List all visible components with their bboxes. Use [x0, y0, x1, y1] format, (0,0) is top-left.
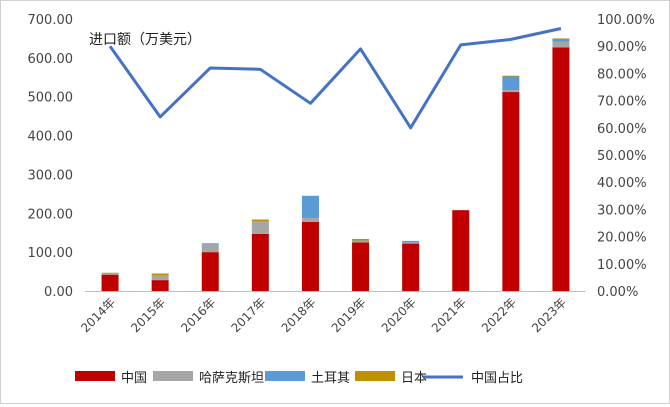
- y2-tick-label: 40.00%: [597, 176, 647, 191]
- bar-segment: [252, 220, 269, 222]
- bar-segment: [352, 242, 369, 291]
- bar-segment: [302, 222, 319, 291]
- y-tick-label: 100.00: [28, 246, 74, 261]
- y-axis-right: 0.00% 10.00% 20.00% 30.00% 40.00% 50.00% 60.00…: [597, 13, 655, 300]
- bar-segment: [552, 38, 569, 40]
- x-tick-label: 2016年: [178, 295, 218, 335]
- legend-swatch: [75, 371, 115, 381]
- bar-segment: [352, 241, 369, 243]
- bar-segment: [552, 40, 569, 42]
- legend: 中国哈萨克斯坦土耳其日本中国占比: [75, 371, 523, 386]
- bar-segment: [302, 218, 319, 222]
- y-axis-left: 0.00 100.00 200.00 300.00 400.00 500.00 600.00…: [28, 13, 74, 300]
- bar-segment: [502, 76, 519, 77]
- chart-annotation: 进口额（万美元）: [89, 32, 201, 48]
- x-tick-label: 2020年: [379, 295, 419, 335]
- x-tick-label: 2023年: [529, 295, 569, 335]
- y-tick-label: 500.00: [28, 91, 74, 106]
- bar-segment: [152, 274, 169, 276]
- y2-tick-label: 70.00%: [597, 95, 647, 110]
- x-tick-label: 2021年: [429, 295, 469, 335]
- bar-segment: [502, 92, 519, 291]
- x-tick-label: 2014年: [78, 295, 118, 335]
- bar-segment: [502, 90, 519, 92]
- bar-segment: [402, 241, 419, 243]
- y2-tick-label: 0.00%: [597, 285, 638, 300]
- bar-segment: [252, 221, 269, 233]
- x-tick-label: 2018年: [279, 295, 319, 335]
- bar-segment: [202, 244, 219, 252]
- y2-tick-label: 90.00%: [597, 40, 647, 55]
- y-tick-label: 200.00: [28, 207, 74, 222]
- y2-tick-label: 80.00%: [597, 67, 647, 82]
- y2-tick-label: 20.00%: [597, 231, 647, 246]
- bar-segment: [402, 244, 419, 291]
- bar-segment: [252, 234, 269, 291]
- legend-label: 中国占比: [471, 371, 523, 386]
- bar-segment: [102, 275, 119, 291]
- legend-label: 哈萨克斯坦: [199, 371, 264, 386]
- y2-tick-label: 60.00%: [597, 122, 647, 137]
- bar-segment: [402, 242, 419, 243]
- x-tick-label: 2019年: [329, 295, 369, 335]
- y-tick-label: 600.00: [28, 52, 74, 67]
- y-tick-label: 700.00: [28, 13, 74, 28]
- x-tick-label: 2022年: [479, 295, 519, 335]
- y2-tick-label: 50.00%: [597, 149, 647, 164]
- legend-swatch: [265, 371, 305, 381]
- bar-segment: [452, 210, 469, 291]
- bar-segment: [552, 42, 569, 48]
- bar-segment: [152, 280, 169, 291]
- x-tick-label: 2015年: [128, 295, 168, 335]
- bar-segment: [302, 196, 319, 218]
- bar-segment: [152, 275, 169, 280]
- legend-swatch: [153, 371, 193, 381]
- x-tick-label: 2017年: [228, 295, 268, 335]
- bar-segment: [202, 252, 219, 291]
- y-tick-label: 0.00: [44, 285, 73, 300]
- y2-tick-label: 30.00%: [597, 203, 647, 218]
- bar-segment: [502, 77, 519, 91]
- legend-swatch: [355, 371, 395, 381]
- bar-segment: [552, 47, 569, 291]
- y-tick-label: 400.00: [28, 130, 74, 145]
- bar-segment: [102, 274, 119, 275]
- legend-label: 土耳其: [311, 371, 350, 386]
- legend-label: 中国: [121, 371, 147, 386]
- bar-segment: [202, 244, 219, 245]
- y2-tick-label: 10.00%: [597, 258, 647, 273]
- y2-tick-label: 100.00%: [597, 13, 655, 28]
- bar-segment: [352, 239, 369, 241]
- y-tick-label: 300.00: [28, 168, 74, 183]
